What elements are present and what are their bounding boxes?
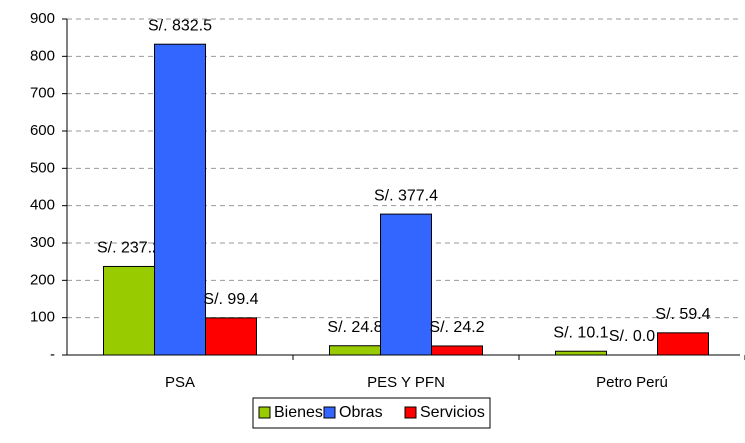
value-label: S/. 237.2 — [97, 240, 161, 257]
bar — [657, 332, 709, 356]
y-tick-label: 900 — [30, 10, 55, 27]
y-tick-label: 100 — [30, 309, 55, 326]
y-tick-label: 300 — [30, 234, 55, 251]
y-tick-label: 600 — [30, 122, 55, 139]
bar — [154, 43, 206, 356]
legend-swatch — [404, 406, 417, 419]
legend-label: Obras — [339, 404, 383, 421]
bar — [103, 265, 155, 356]
y-tick-label: - — [50, 346, 55, 363]
value-label: S/. 24.8 — [327, 319, 382, 336]
value-label: S/. 10.1 — [553, 324, 608, 341]
legend-label: Bienes — [274, 404, 323, 421]
bar — [205, 317, 257, 356]
x-tick-label: PES Y PFN — [367, 374, 445, 391]
bar — [431, 345, 483, 356]
value-label: S/. 832.5 — [148, 17, 212, 34]
legend-box — [252, 397, 491, 429]
y-tick-label: 800 — [30, 47, 55, 64]
value-label: S/. 24.2 — [429, 319, 484, 336]
y-tick-label: 700 — [30, 85, 55, 102]
value-label: S/. 59.4 — [655, 306, 710, 323]
x-tick-label: PSA — [165, 374, 195, 391]
value-label: S/. 99.4 — [203, 291, 258, 308]
value-label: S/. 377.4 — [374, 187, 438, 204]
y-tick-label: 200 — [30, 271, 55, 288]
bar — [329, 345, 381, 356]
legend-label: Servicios — [420, 404, 485, 421]
legend-swatch — [323, 406, 336, 419]
x-tick-label: Petro Perú — [596, 374, 668, 391]
y-tick-label: 500 — [30, 159, 55, 176]
y-tick-label: 400 — [30, 197, 55, 214]
value-label: S/. 0.0 — [609, 328, 655, 345]
legend-swatch — [258, 406, 271, 419]
bar — [555, 350, 607, 356]
bar — [380, 213, 432, 356]
